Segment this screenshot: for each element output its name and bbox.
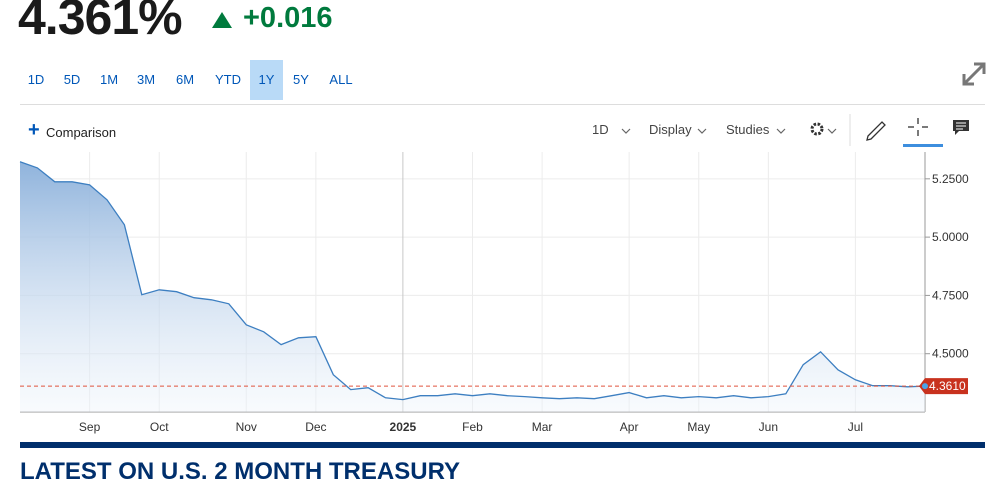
x-tick-label: 2025 [390, 420, 417, 434]
plus-icon[interactable]: + [28, 119, 40, 141]
x-tick-label: Nov [236, 420, 257, 434]
x-tick-label: Mar [532, 420, 553, 434]
x-tick-label: Oct [150, 420, 169, 434]
last-value-badge [919, 378, 968, 395]
interval-button[interactable]: 1D [592, 122, 609, 137]
quote-change: +0.016 [243, 2, 333, 34]
x-tick-label: Jun [759, 420, 778, 434]
range-button[interactable]: ALL [329, 72, 353, 87]
range-button[interactable]: 3M [136, 72, 156, 87]
range-button[interactable]: 1M [99, 72, 119, 87]
chart: 4.5000 4.7500 5.0000 5.2500 Sep Oct Nov Dec 2025… [19, 152, 969, 434]
y-tick-label: 5.0000 [932, 230, 969, 244]
comparison-button[interactable]: Comparison [46, 125, 117, 140]
quote-price: 4.361% [18, 0, 183, 45]
page: 4.361% +0.016 1D 5D 1M 3M 6M YTD 1Y 5Y ALL + Com… [18, 0, 988, 485]
range-button[interactable]: 5D [63, 72, 81, 87]
expand-icon[interactable] [960, 60, 988, 88]
toolbar-icons [621, 114, 969, 147]
line [19, 161, 926, 401]
section-bar [20, 442, 985, 448]
x-tick-label: Dec [305, 420, 326, 434]
x-tick-label: May [687, 420, 710, 434]
x-tick-label: Jul [848, 420, 863, 434]
display-button[interactable]: Display [649, 122, 692, 137]
x-tick-label: Feb [462, 420, 483, 434]
y-tick-label: 4.5000 [932, 347, 969, 361]
range-button[interactable]: 5Y [293, 72, 309, 87]
range-button[interactable]: 1D [27, 72, 45, 87]
section-heading: LATEST ON U.S. 2 MONTH TREASURY [20, 458, 461, 485]
y-tick-label: 5.2500 [932, 172, 969, 186]
divider [20, 104, 985, 105]
area [20, 161, 925, 412]
last-value-dot [922, 383, 928, 390]
range-button[interactable]: YTD [215, 72, 241, 87]
last-value-label: 4.3610 [929, 379, 966, 393]
range-button[interactable]: 1Y [250, 60, 283, 100]
studies-button[interactable]: Studies [726, 122, 770, 137]
x-tick-label: Sep [79, 420, 101, 434]
range-button[interactable]: 6M [175, 72, 195, 87]
up-arrow [212, 12, 232, 28]
x-tick-label: Apr [620, 420, 639, 434]
y-tick-label: 4.7500 [932, 288, 969, 302]
